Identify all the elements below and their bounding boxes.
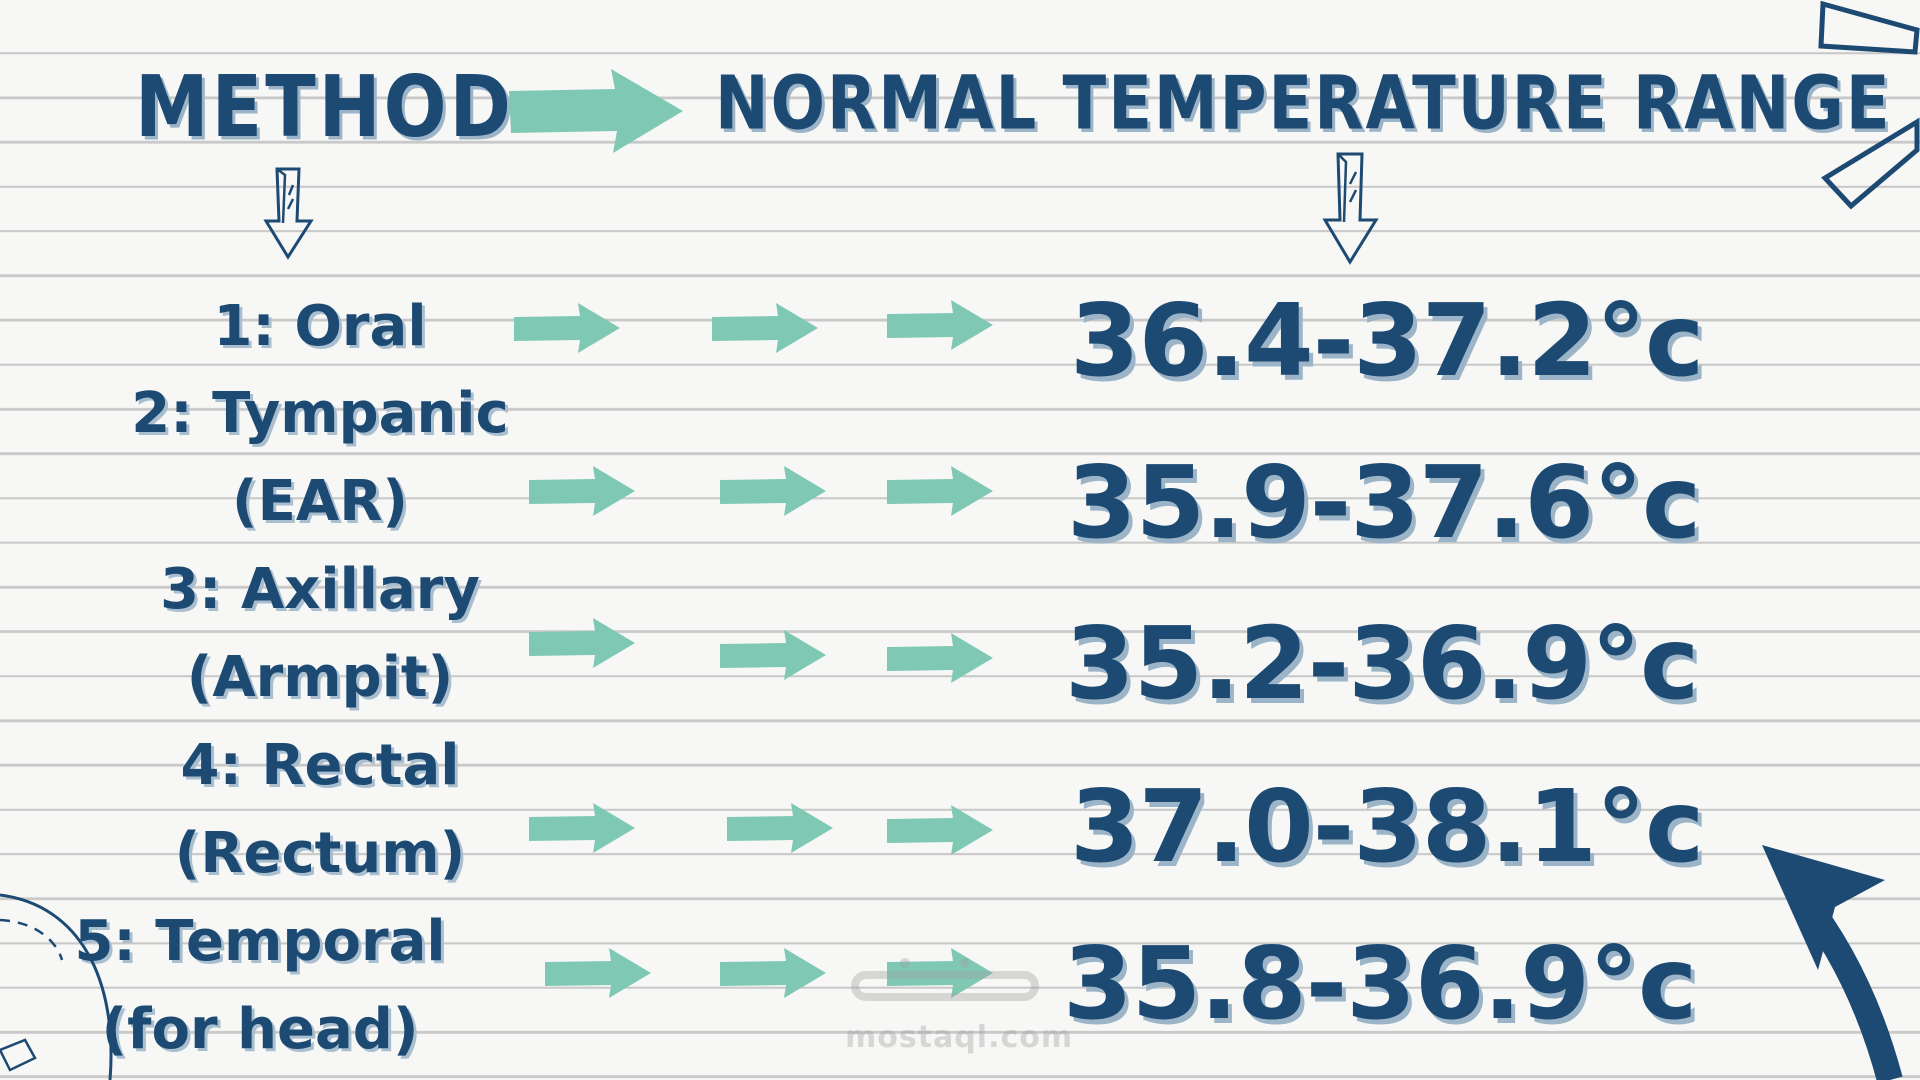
right-arrow-icon <box>720 948 826 998</box>
circle-scribble-decoration <box>0 893 113 1080</box>
range-axillary: 35.2-36.9°c <box>1065 605 1699 722</box>
right-arrow-icon <box>720 630 826 680</box>
right-arrow-icon <box>545 948 651 998</box>
right-arrow-icon <box>529 618 635 668</box>
right-arrow-icon <box>529 466 635 516</box>
method-heading: METHOD <box>135 58 514 157</box>
curved-arrow-icon <box>1762 845 1903 1080</box>
method-tympanic: 2: Tympanic (EAR) <box>131 381 509 534</box>
burst-lines-decoration <box>1818 0 1920 210</box>
right-arrow-icon <box>727 803 833 853</box>
right-arrow-icon <box>887 805 993 855</box>
range-tympanic: 35.9-37.6°c <box>1067 444 1701 561</box>
watermark-logo-icon <box>851 958 1039 1001</box>
method-axillary: 3: Axillary (Armpit) <box>160 557 480 710</box>
right-arrow-icon <box>514 303 620 353</box>
right-arrow-icon <box>887 948 993 998</box>
header-arrow-icon <box>509 69 683 153</box>
method-oral: 1: Oral <box>213 294 427 359</box>
range-temporal: 35.8-36.9°c <box>1063 925 1697 1042</box>
right-arrow-icon <box>887 300 993 350</box>
range-oral: 36.4-37.2°c <box>1070 282 1704 399</box>
method-rectal: 4: Rectal (Rectum) <box>174 733 466 886</box>
right-arrow-icon <box>712 303 818 353</box>
range-rectal: 37.0-38.1°c <box>1070 768 1704 885</box>
range-heading: NORMAL TEMPERATURE RANGE <box>715 62 1892 148</box>
right-arrow-icon <box>720 466 826 516</box>
down-arrow-icon <box>263 167 314 260</box>
right-arrow-icon <box>887 633 993 683</box>
method-temporal: 5: Temporal (for head) <box>74 909 446 1062</box>
watermark: mostaql.com <box>845 1020 1074 1055</box>
down-arrow-icon <box>1322 152 1379 265</box>
right-arrow-icon <box>887 466 993 516</box>
right-arrow-icon <box>529 803 635 853</box>
